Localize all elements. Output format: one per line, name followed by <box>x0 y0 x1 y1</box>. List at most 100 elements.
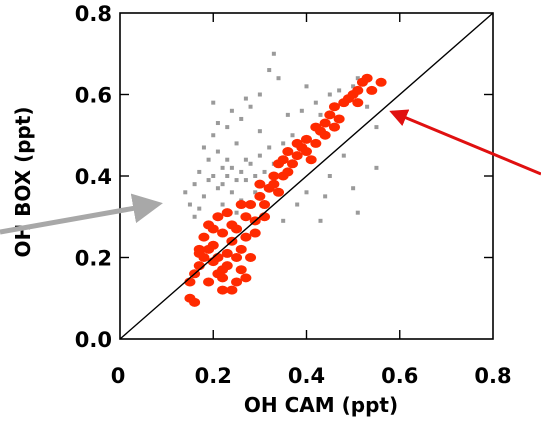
gray-point <box>351 186 356 191</box>
red-point <box>352 98 364 108</box>
red-point <box>217 285 229 295</box>
gray-point <box>192 214 197 219</box>
red-point <box>231 253 243 262</box>
red-point <box>198 232 210 242</box>
gray-point <box>239 116 244 121</box>
gray-point <box>201 145 206 150</box>
gray-point <box>201 194 206 199</box>
red-point <box>333 114 345 124</box>
red-point <box>268 171 280 181</box>
gray-point <box>253 174 258 178</box>
gray-point <box>337 88 342 93</box>
red-point <box>305 155 317 165</box>
red-point <box>324 110 336 120</box>
red-point <box>319 118 331 128</box>
gray-point <box>243 178 248 183</box>
gray-point <box>327 174 332 178</box>
gray-point <box>197 206 202 211</box>
gray-point <box>257 129 262 134</box>
gray-point <box>365 104 370 109</box>
gray-point <box>234 141 239 146</box>
gray-point <box>304 84 309 89</box>
gray-point <box>281 218 286 223</box>
gray-point <box>183 190 188 195</box>
gray-point <box>225 125 230 130</box>
gray-point <box>281 141 286 146</box>
gray-point <box>285 112 290 117</box>
red-point <box>249 228 261 238</box>
red-point <box>328 122 340 132</box>
gray-point <box>351 84 356 89</box>
red-point <box>221 208 233 218</box>
gray-point <box>192 182 197 187</box>
gray-point <box>229 190 234 195</box>
x-tick-label: 0.2 <box>195 364 232 388</box>
gray-point <box>355 76 360 81</box>
gray-point <box>229 165 234 170</box>
red-point <box>193 244 205 254</box>
red-point <box>231 224 243 234</box>
gray-point <box>248 161 253 166</box>
red-point <box>245 253 257 262</box>
red-point <box>273 187 285 197</box>
red-point <box>328 102 340 112</box>
gray-point <box>229 108 234 113</box>
red-point <box>366 85 378 95</box>
gray-point <box>327 92 332 97</box>
red-point <box>231 277 243 287</box>
gray-point <box>206 178 211 183</box>
gray-point <box>276 76 281 81</box>
gray-point <box>374 165 379 170</box>
one-to-one-line <box>119 12 494 340</box>
red-point <box>235 200 247 210</box>
gray-point <box>211 174 216 178</box>
red-point <box>240 212 252 222</box>
gray-point <box>197 169 202 174</box>
x-axis-ticks: 0 0.2 0.4 0.6 0.8 <box>111 13 512 388</box>
gray-point <box>271 51 276 56</box>
gray-point <box>253 190 258 195</box>
red-point <box>217 273 229 283</box>
gray-point <box>234 210 239 215</box>
y-axis-ticks: 0.0 0.2 0.4 0.6 0.8 <box>75 2 493 352</box>
gray-point <box>206 157 211 162</box>
y-tick-label: 0.2 <box>75 247 112 271</box>
x-tick-label: 0.8 <box>474 364 511 388</box>
red-point <box>207 240 219 250</box>
gray-point <box>225 157 230 162</box>
gray-point <box>257 153 262 158</box>
gray-point <box>239 169 244 174</box>
x-tick-label: 0.6 <box>381 364 418 388</box>
red-point <box>240 232 252 242</box>
x-axis-title: OH CAM (ppt) <box>244 393 398 417</box>
red-point <box>301 134 312 144</box>
gray-point <box>318 218 323 223</box>
red-point <box>226 285 238 295</box>
gray-point <box>295 202 300 207</box>
red-point <box>254 191 266 201</box>
gray-point <box>257 92 262 97</box>
gray-point <box>220 182 225 187</box>
y-tick-label: 0.0 <box>75 328 112 352</box>
gray-point <box>211 100 216 105</box>
left-annotation-arrow <box>0 193 163 235</box>
red-point <box>254 179 266 189</box>
gray-point <box>220 165 225 170</box>
red-point <box>277 155 289 165</box>
red-point <box>240 273 252 283</box>
red-point <box>287 159 299 169</box>
gray-point <box>374 125 379 130</box>
y-tick-label: 0.4 <box>75 165 112 189</box>
red-point <box>189 297 201 307</box>
red-point <box>235 265 247 275</box>
red-point <box>217 265 229 275</box>
gray-point <box>341 153 346 158</box>
red-series <box>184 73 387 307</box>
red-point <box>282 147 294 157</box>
red-point <box>259 200 271 210</box>
red-point <box>291 151 303 161</box>
gray-point <box>313 100 318 105</box>
gray-point <box>215 186 220 191</box>
red-point <box>291 138 303 148</box>
